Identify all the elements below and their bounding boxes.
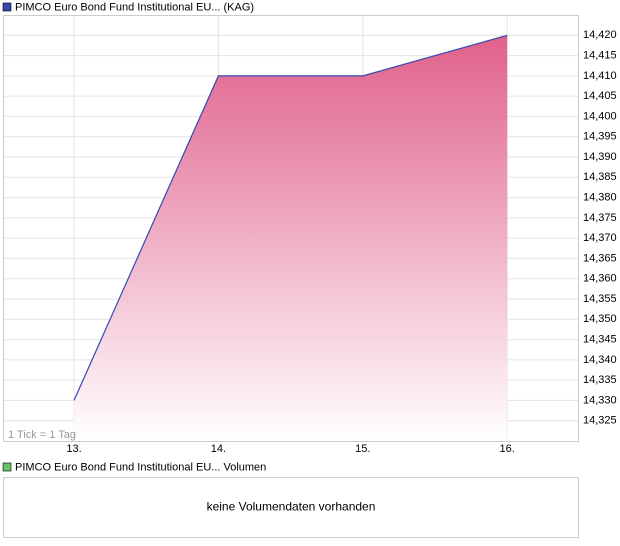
- y-tick-label: 14,395: [583, 131, 617, 143]
- y-tick-label: 14,350: [583, 313, 617, 325]
- y-tick-label: 14,340: [583, 354, 617, 366]
- line: [73, 34, 508, 401]
- volume-message: keine Volumendaten vorhanden: [207, 500, 376, 514]
- y-tick-label: 14,370: [583, 232, 617, 244]
- y-tick-label: 14,345: [583, 333, 617, 345]
- y-tick-label: 14,330: [583, 394, 617, 406]
- y-tick-label: 14,360: [583, 273, 617, 285]
- y-tick-label: 14,335: [583, 374, 617, 386]
- y-tick-label: 14,390: [583, 151, 617, 163]
- annotation: 1 Tick = 1 Tag: [8, 429, 76, 441]
- y-tick-label: 14,375: [583, 212, 617, 224]
- y-tick-label: 14,410: [583, 70, 617, 82]
- x-tick-label: 13.: [66, 443, 81, 455]
- area: [74, 35, 508, 442]
- volume-panel: [3, 477, 579, 538]
- y-tick-label: 14,355: [583, 293, 617, 305]
- y-tick-label: 14,400: [583, 110, 617, 122]
- volume-legend-swatch: [2, 462, 12, 472]
- plot-border: [3, 15, 579, 442]
- y-tick-label: 14,325: [583, 415, 617, 427]
- x-tick-label: 15.: [355, 443, 370, 455]
- y-tick-label: 14,415: [583, 49, 617, 61]
- y-tick-label: 14,365: [583, 252, 617, 264]
- legend-swatch: [2, 2, 12, 12]
- x-tick-label: 16.: [500, 443, 515, 455]
- volume-legend-label: PIMCO Euro Bond Fund Institutional EU...…: [15, 461, 266, 473]
- y-tick-label: 14,420: [583, 29, 617, 41]
- legend-label: PIMCO Euro Bond Fund Institutional EU...…: [15, 1, 254, 13]
- y-tick-label: 14,385: [583, 171, 617, 183]
- x-tick-label: 14.: [211, 443, 226, 455]
- y-tick-label: 14,380: [583, 191, 617, 203]
- y-tick-label: 14,405: [583, 90, 617, 102]
